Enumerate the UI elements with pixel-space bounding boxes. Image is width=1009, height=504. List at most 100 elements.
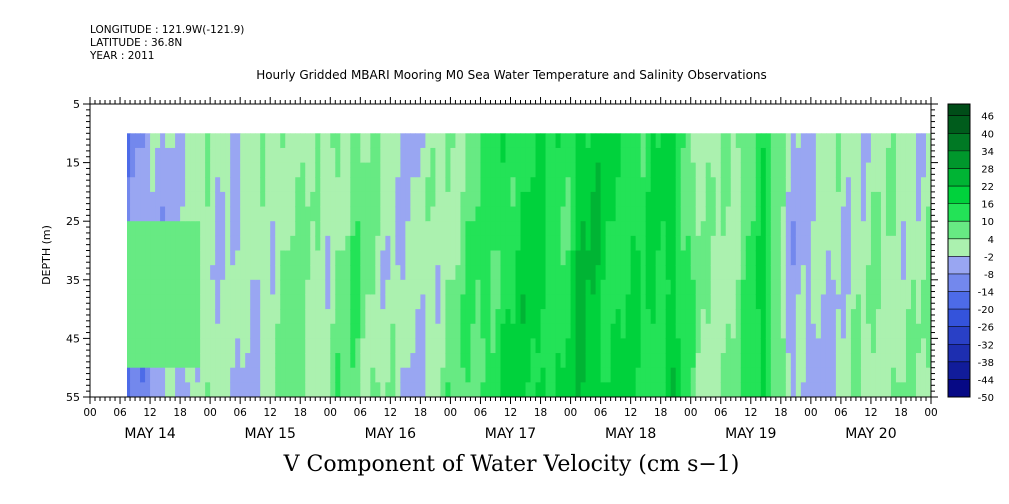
heatmap-cell (555, 162, 562, 178)
heatmap-cell (805, 206, 812, 222)
heatmap-cell (375, 133, 381, 149)
heatmap-cell (415, 353, 421, 369)
heatmap-cell (250, 147, 256, 164)
heatmap-cell (420, 338, 426, 354)
heatmap-cell (380, 147, 386, 164)
heatmap-cell (755, 235, 762, 252)
heatmap-cell (695, 191, 702, 208)
heatmap-cell (515, 235, 522, 252)
heatmap-cell (275, 367, 281, 383)
heatmap-cell (700, 382, 707, 397)
heatmap-cell (755, 147, 762, 164)
heatmap-cell (185, 177, 191, 193)
heatmap-cell (190, 147, 196, 164)
heatmap-cell (610, 133, 617, 149)
heatmap-cell (910, 265, 917, 281)
heatmap-cell (880, 323, 887, 339)
heatmap-cell (127, 367, 131, 383)
heatmap-cell (370, 250, 376, 266)
heatmap-cell (390, 265, 396, 281)
heatmap-cell (150, 294, 156, 310)
heatmap-cell (615, 162, 622, 178)
heatmap-cell (480, 367, 487, 383)
heatmap-cell (610, 279, 617, 296)
heatmap-cell (875, 206, 882, 222)
heatmap-cell (835, 367, 842, 383)
heatmap-cell (150, 353, 156, 369)
heatmap-cell (710, 133, 717, 149)
heatmap-cell (805, 221, 812, 237)
heatmap-cell (630, 191, 637, 208)
heatmap-cell (170, 353, 176, 369)
heatmap-cell (520, 235, 527, 252)
heatmap-cell (205, 367, 211, 383)
heatmap-cell (675, 147, 682, 164)
heatmap-cell (430, 367, 437, 383)
heatmap-cell (740, 147, 747, 164)
heatmap-cell (225, 367, 231, 383)
heatmap-cell (265, 367, 271, 383)
heatmap-cell (725, 133, 732, 149)
heatmap-cell (690, 338, 697, 354)
heatmap-cell (500, 133, 507, 149)
heatmap-cell (670, 221, 677, 237)
heatmap-cell (665, 265, 672, 281)
heatmap-cell (380, 309, 386, 325)
heatmap-cell (710, 147, 717, 164)
heatmap-cell (790, 279, 797, 296)
heatmap-cell (725, 323, 732, 339)
heatmap-cell (875, 221, 882, 237)
heatmap-cell (490, 367, 497, 383)
heatmap-cell (325, 338, 331, 354)
heatmap-cell (640, 235, 647, 252)
heatmap-cell (200, 250, 206, 266)
heatmap-cell (660, 353, 667, 369)
heatmap-cell (675, 279, 682, 296)
heatmap-cell (545, 235, 552, 252)
heatmap-cell (165, 265, 171, 281)
heatmap-cell (515, 323, 522, 339)
heatmap-cell (550, 133, 557, 149)
heatmap-cell (870, 367, 877, 383)
heatmap-cell (520, 265, 527, 281)
heatmap-cell (170, 133, 176, 149)
heatmap-cell (260, 235, 266, 252)
heatmap-cell (845, 221, 852, 237)
heatmap-cell (620, 147, 627, 164)
heatmap-cell (240, 367, 246, 383)
colorbar-label: -8 (984, 270, 994, 281)
heatmap-cell (805, 367, 812, 383)
heatmap-cell (475, 147, 482, 164)
heatmap-cell (200, 206, 206, 222)
heatmap-cell (700, 191, 707, 208)
heatmap-cell (615, 147, 622, 164)
heatmap-cell (825, 265, 832, 281)
heatmap-cell (455, 133, 462, 149)
heatmap-cell (920, 382, 927, 397)
heatmap-cell (130, 147, 136, 164)
heatmap-cell (735, 382, 742, 397)
heatmap-cell (400, 206, 406, 222)
heatmap-cell (735, 191, 742, 208)
heatmap-cell (145, 250, 151, 266)
heatmap-cell (565, 191, 572, 208)
heatmap-cell (880, 353, 887, 369)
heatmap-cell (875, 294, 882, 310)
heatmap-cell (255, 206, 261, 222)
heatmap-cell (690, 265, 697, 281)
heatmap-cell (825, 279, 832, 296)
heatmap-cell (460, 279, 467, 296)
heatmap-cell (660, 162, 667, 178)
heatmap-cell (400, 265, 406, 281)
heatmap-cell (910, 294, 917, 310)
latitude-label: LATITUDE : 36.8N (90, 37, 183, 49)
heatmap-cell (420, 353, 426, 369)
heatmap-cell (140, 279, 146, 296)
heatmap-cell (850, 382, 857, 397)
heatmap-cell (360, 235, 366, 252)
heatmap-cell (830, 250, 837, 266)
heatmap-cell (540, 133, 547, 149)
day-label: MAY 20 (845, 426, 896, 442)
heatmap-cell (570, 294, 577, 310)
heatmap-cell (135, 309, 141, 325)
